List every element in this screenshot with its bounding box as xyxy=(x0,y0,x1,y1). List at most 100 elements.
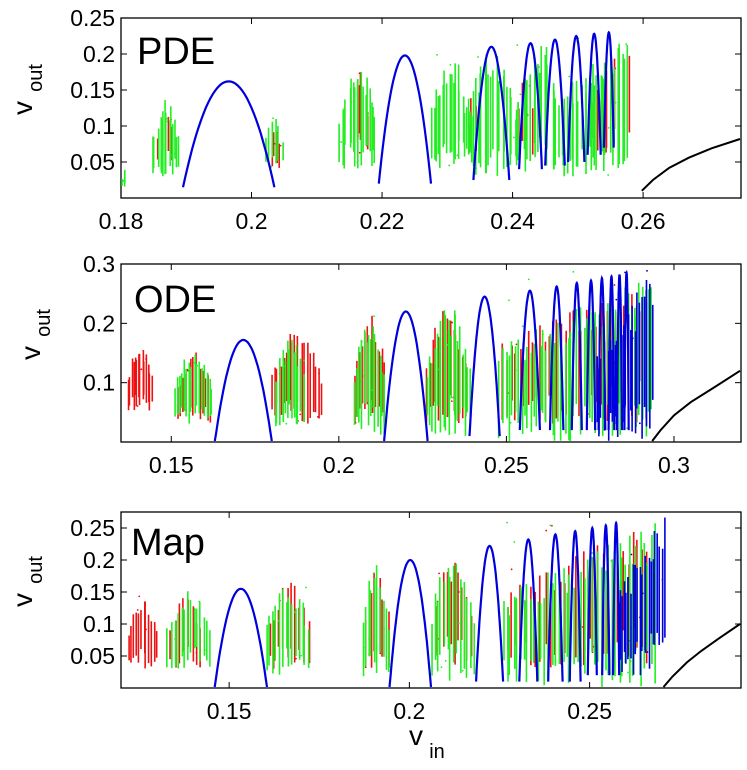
ode-green-band-0-dot-2 xyxy=(196,364,199,367)
map-red-band-2-dot-0 xyxy=(295,657,297,660)
pde-ylabel-sub: out xyxy=(25,64,47,92)
map-plot-frame xyxy=(120,511,742,689)
pde-ytick-label-2: 0.15 xyxy=(70,77,115,103)
ode-periodic-window-8 xyxy=(607,274,616,431)
map-green-band-2-dot-0 xyxy=(383,627,385,630)
ode-green-band-4-dot-9 xyxy=(525,370,528,372)
map-green-band-4-dot-3 xyxy=(549,524,552,527)
map-periodic-window-3 xyxy=(518,538,539,682)
map-green-band-0-dot-2 xyxy=(198,600,201,603)
map-green-band-3-dot-0 xyxy=(461,669,464,672)
pde-ytick-label-3: 0.2 xyxy=(83,41,115,67)
map-green-band-4-dot-6 xyxy=(506,521,508,524)
pde-green-band-4-dot-4 xyxy=(445,117,448,119)
map-red-band-5-dot-0 xyxy=(551,524,553,527)
pde-red-band-2-dot-0 xyxy=(358,72,361,75)
map-red-band-5-dot-3 xyxy=(545,529,548,532)
map-green-band-1-dot-1 xyxy=(305,586,307,589)
pde-red-band-2-dot-1 xyxy=(358,151,361,154)
pde-green-band-6-dot-4 xyxy=(538,66,541,68)
ode-stable-branch xyxy=(651,369,741,442)
ode-green-band-1-dot-3 xyxy=(282,365,285,368)
ode-red-band-2-dot-1 xyxy=(317,372,320,375)
pde-periodic-window-6 xyxy=(586,32,602,155)
pde-green-band-3-dot-3 xyxy=(340,141,343,143)
map-periodic-window-4 xyxy=(547,532,564,682)
ode-green-band-4-dot-4 xyxy=(521,325,524,328)
ode-periodic-window-3 xyxy=(518,289,541,431)
ode-blue-band-0-dot-0 xyxy=(638,422,641,425)
ode-green-band-2-dot-3 xyxy=(363,375,366,377)
map-periodic-window-7 xyxy=(601,522,611,676)
ode-green-band-4-dot-12 xyxy=(509,421,512,424)
map-ytick-label-1: 0.1 xyxy=(83,611,115,637)
ode-red-band-2-dot-4 xyxy=(316,416,319,418)
ode-ylabel-main: v xyxy=(15,346,46,360)
ode-green-band-4-dot-10 xyxy=(634,315,637,317)
pde-ytick-label-0: 0.05 xyxy=(70,149,115,175)
map-y-axis-label: v out xyxy=(7,556,47,607)
map-xtick-label-0: 0.15 xyxy=(207,698,252,724)
pde-plot-area xyxy=(121,30,741,192)
pde-green-band-4-dot-2 xyxy=(456,154,459,157)
pde-green-band-5-dot-4 xyxy=(470,129,473,131)
map-blue-band-0-dot-5 xyxy=(630,553,633,556)
pde-xtick-label-4: 0.26 xyxy=(621,208,666,234)
pde-green-band-7-dot-2 xyxy=(607,126,610,129)
ode-green-band-4-dot-6 xyxy=(552,420,555,423)
pde-green-band-5-dot-0 xyxy=(475,167,478,170)
ode-red-band-0-dot-0 xyxy=(145,358,147,360)
map-xtick-label-1: 0.2 xyxy=(393,698,425,724)
pde-periodic-window-1 xyxy=(377,54,433,184)
ode-red-band-2-dot-2 xyxy=(299,413,302,416)
map-blue-band-0-dot-3 xyxy=(646,651,649,653)
pde-green-band-3-dot-0 xyxy=(356,161,359,164)
pde-ylabel-main: v xyxy=(7,101,38,115)
map-ytick-label-4: 0.25 xyxy=(70,515,115,541)
ode-panel-title: ODE xyxy=(134,279,216,321)
ode-red-band-5-dot-1 xyxy=(613,284,616,286)
map-xtick-label-2: 0.25 xyxy=(567,698,612,724)
ode-green-band-1-dot-0 xyxy=(285,422,288,425)
ode-plot-area xyxy=(127,269,741,442)
map-red-band-0-dot-2 xyxy=(138,595,141,598)
ode-periodic-window-1 xyxy=(383,310,429,442)
pde-green-band-1-dot-0 xyxy=(174,152,176,155)
ode-xtick-label-2: 0.25 xyxy=(484,452,529,478)
map-blue-band-0-dot-2 xyxy=(661,578,664,581)
pde-green-band-7-dot-7 xyxy=(625,43,628,46)
map-ylabel-sub: out xyxy=(25,556,47,584)
ode-green-band-3-dot-3 xyxy=(437,368,440,371)
panel-ode: 0.15 0.2 0.25 0.3 0.1 0.2 0.3 ODE v out xyxy=(15,251,742,478)
ode-green-band-2-dot-2 xyxy=(371,389,373,392)
map-ytick-label-3: 0.2 xyxy=(83,547,115,573)
map-red-band-5-dot-1 xyxy=(592,645,595,648)
pde-green-band-4-dot-3 xyxy=(436,53,438,56)
pde-green-band-5-dot-1 xyxy=(477,56,479,58)
map-green-band-2-dot-1 xyxy=(364,646,367,649)
ode-green-band-1-dot-1 xyxy=(278,373,281,375)
ode-green-band-2-dot-1 xyxy=(373,315,376,318)
map-stable-branch xyxy=(662,623,741,688)
pde-ytick-label-1: 0.1 xyxy=(83,113,115,139)
ode-green-band-3-dot-0 xyxy=(428,363,431,365)
pde-periodic-window-5 xyxy=(567,34,586,163)
pde-green-band-6-dot-3 xyxy=(516,44,519,47)
pde-green-band-3-dot-4 xyxy=(366,114,369,117)
pde-red-band-1-dot-1 xyxy=(279,144,282,147)
map-green-band-4-dot-8 xyxy=(629,660,632,663)
map-panel-title: Map xyxy=(131,522,205,564)
ode-periodic-window-5 xyxy=(570,280,583,431)
ode-ytick-label-1: 0.2 xyxy=(83,310,115,336)
pde-green-band-4-dot-1 xyxy=(448,164,451,167)
xlabel-main: v xyxy=(409,720,423,751)
ode-green-band-1-dot-2 xyxy=(303,359,306,362)
ode-green-band-4-dot-1 xyxy=(515,369,517,372)
pde-y-axis-label: v out xyxy=(7,64,47,115)
pde-red-band-1-dot-0 xyxy=(273,142,276,145)
ode-periodic-window-9 xyxy=(615,274,624,431)
ode-blue-band-0-dot-4 xyxy=(631,337,634,340)
map-green-band-3-dot-2 xyxy=(440,666,443,669)
ode-blue-band-0-dot-6 xyxy=(646,269,648,272)
ode-red-band-0-dot-3 xyxy=(136,405,139,407)
